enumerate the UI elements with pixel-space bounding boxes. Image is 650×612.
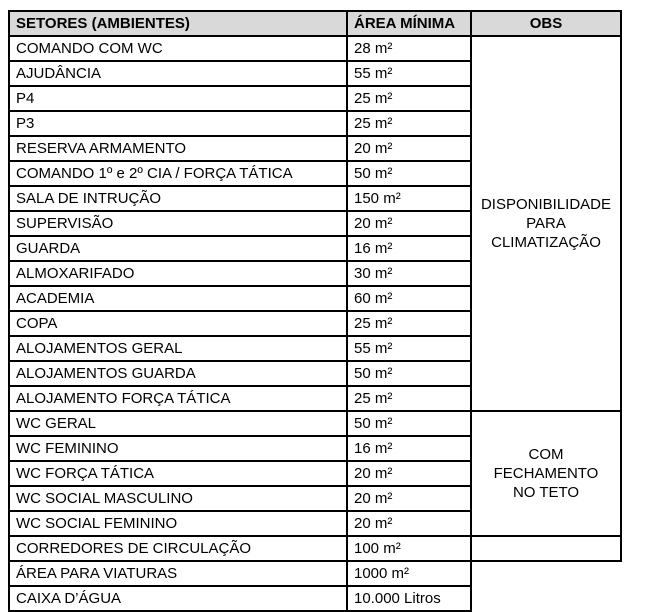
area-cell: 20 m² <box>346 460 472 487</box>
sector-cell: P4 <box>8 85 348 112</box>
area-cell: 100 m² <box>346 535 472 562</box>
area-cell: 25 m² <box>346 110 472 137</box>
area-cell: 25 m² <box>346 85 472 112</box>
table-row: COPA 25 m² <box>8 310 621 337</box>
sector-cell: ÁREA PARA VIATURAS <box>8 560 348 587</box>
area-cell: 60 m² <box>346 285 472 312</box>
sector-cell: P3 <box>8 110 348 137</box>
obs-cell-fechamento: COM FECHAMENTO NO TETO <box>470 410 622 537</box>
sector-cell: ACADEMIA <box>8 285 348 312</box>
area-cell: 10.000 Litros <box>346 585 472 612</box>
table-row: WC FORÇA TÁTICA 20 m² <box>8 460 621 487</box>
area-cell: 20 m² <box>346 485 472 512</box>
column-header-area: ÁREA MÍNIMA <box>346 10 472 37</box>
obs-cell-empty <box>470 535 622 562</box>
area-cell: 25 m² <box>346 310 472 337</box>
table-row: WC SOCIAL FEMININO 20 m² <box>8 510 621 537</box>
sector-cell: GUARDA <box>8 235 348 262</box>
table-row: ALOJAMENTOS GUARDA 50 m² <box>8 360 621 387</box>
table-row: ALOJAMENTOS GERAL 55 m² <box>8 335 621 362</box>
table-row: WC FEMININO 16 m² <box>8 435 621 462</box>
sector-cell: ALOJAMENTOS GUARDA <box>8 360 348 387</box>
sector-cell: CORREDORES DE CIRCULAÇÃO <box>8 535 348 562</box>
sector-cell: SALA DE INTRUÇÃO <box>8 185 348 212</box>
area-cell: 50 m² <box>346 410 472 437</box>
sector-cell: ALOJAMENTO FORÇA TÁTICA <box>8 385 348 412</box>
table-row: RESERVA ARMAMENTO 20 m² <box>8 135 621 162</box>
sector-cell: ALMOXARIFADO <box>8 260 348 287</box>
table-row: P3 25 m² <box>8 110 621 137</box>
sector-cell: COMANDO COM WC <box>8 35 348 62</box>
header-row: SETORES (AMBIENTES) ÁREA MÍNIMA OBS <box>8 10 622 37</box>
area-cell: 16 m² <box>346 435 472 462</box>
sector-cell: ALOJAMENTOS GERAL <box>8 335 348 362</box>
table-row: ALOJAMENTO FORÇA TÁTICA 25 m² <box>8 385 621 412</box>
sector-cell: CAIXA D’ÁGUA <box>8 585 348 612</box>
sector-cell: WC FORÇA TÁTICA <box>8 460 348 487</box>
table-row: SALA DE INTRUÇÃO 150 m² <box>8 185 621 212</box>
table-row: ACADEMIA 60 m² <box>8 285 621 312</box>
table-row: COMANDO 1º e 2º CIA / FORÇA TÁTICA 50 m² <box>8 160 621 187</box>
table-row: WC SOCIAL MASCULINO 20 m² <box>8 485 621 512</box>
sector-cell: WC GERAL <box>8 410 348 437</box>
sector-cell: COMANDO 1º e 2º CIA / FORÇA TÁTICA <box>8 160 348 187</box>
area-cell: 150 m² <box>346 185 472 212</box>
sector-cell: SUPERVISÃO <box>8 210 348 237</box>
area-cell: 20 m² <box>346 135 472 162</box>
table-row: P4 25 m² <box>8 85 621 112</box>
area-cell: 55 m² <box>346 335 472 362</box>
sector-cell: WC FEMININO <box>8 435 348 462</box>
area-cell: 28 m² <box>346 35 472 62</box>
table-row: ALMOXARIFADO 30 m² <box>8 260 621 287</box>
sector-cell: WC SOCIAL FEMININO <box>8 510 348 537</box>
table-row: CAIXA D’ÁGUA 10.000 Litros <box>8 585 621 612</box>
sector-cell: AJUDÂNCIA <box>8 60 348 87</box>
area-cell: 55 m² <box>346 60 472 87</box>
area-cell: 25 m² <box>346 385 472 412</box>
obs-cell-climatizacao: DISPONIBILIDADE PARA CLIMATIZAÇÃO <box>470 35 622 412</box>
column-header-setores: SETORES (AMBIENTES) <box>8 10 348 37</box>
sector-cell: WC SOCIAL MASCULINO <box>8 485 348 512</box>
table-row: ÁREA PARA VIATURAS 1000 m² <box>8 560 621 587</box>
area-cell: 16 m² <box>346 235 472 262</box>
sector-cell: RESERVA ARMAMENTO <box>8 135 348 162</box>
area-cell: 30 m² <box>346 260 472 287</box>
area-cell: 1000 m² <box>346 560 472 587</box>
area-cell: 20 m² <box>346 510 472 537</box>
requirements-table: SETORES (AMBIENTES) ÁREA MÍNIMA OBS COMA… <box>8 10 622 612</box>
area-cell: 50 m² <box>346 160 472 187</box>
area-cell: 50 m² <box>346 360 472 387</box>
table-row: AJUDÂNCIA 55 m² <box>8 60 621 87</box>
sector-cell: COPA <box>8 310 348 337</box>
area-cell: 20 m² <box>346 210 472 237</box>
table-row: CORREDORES DE CIRCULAÇÃO 100 m² <box>8 535 622 562</box>
table-row: GUARDA 16 m² <box>8 235 621 262</box>
table-row: SUPERVISÃO 20 m² <box>8 210 621 237</box>
table-row: COMANDO COM WC 28 m² DISPONIBILIDADE PAR… <box>8 35 622 412</box>
column-header-obs: OBS <box>470 10 622 37</box>
table-row: WC GERAL 50 m² COM FECHAMENTO NO TETO <box>8 410 622 537</box>
